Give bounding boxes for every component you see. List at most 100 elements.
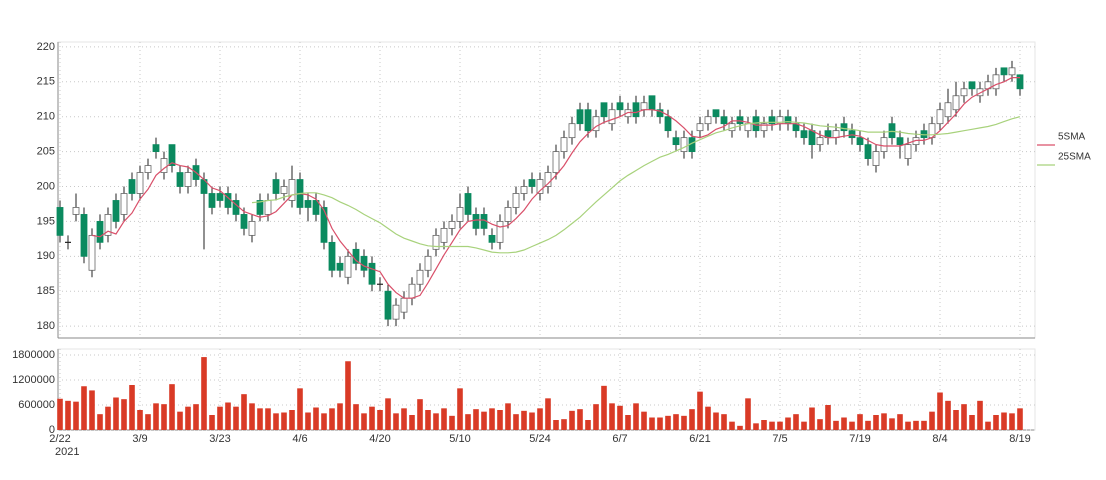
candle-body: [384, 290, 392, 320]
volume-bar: [297, 388, 303, 430]
volume-bar: [625, 415, 631, 430]
volume-bar: [897, 414, 903, 430]
legend-label: 5SMA: [1058, 132, 1086, 143]
volume-bar: [1001, 412, 1007, 430]
candle-body: [328, 241, 336, 271]
candle-body: [392, 304, 400, 320]
volume-bar: [473, 409, 479, 430]
volume-bar: [497, 410, 503, 430]
volume-bar: [921, 420, 927, 430]
candle-body: [952, 95, 960, 111]
candle-body: [712, 109, 720, 118]
volume-bar: [385, 398, 391, 430]
volume-bar: [345, 361, 351, 430]
candle-body: [760, 123, 768, 132]
volume-bar: [513, 414, 519, 430]
volume-bar: [177, 411, 183, 430]
candle-body: [848, 130, 856, 139]
volume-bar: [273, 413, 279, 430]
volume-bar: [825, 405, 831, 430]
candle-body: [104, 214, 112, 236]
candle-body: [544, 172, 552, 187]
x-tick-label: 5/24: [529, 433, 550, 445]
volume-bar: [361, 413, 367, 430]
candle-body: [264, 200, 272, 215]
candle-body: [512, 193, 520, 208]
volume-bar: [289, 410, 295, 430]
volume-bar: [281, 412, 287, 430]
y-tick-label: 185: [37, 285, 55, 297]
candle-body: [832, 130, 840, 139]
candle-body: [472, 214, 480, 229]
volume-bar: [129, 385, 135, 430]
candle-body: [976, 88, 984, 97]
volume-bar: [817, 419, 823, 430]
volume-bar: [121, 399, 127, 430]
candle-body: [600, 102, 608, 118]
candle-body: [168, 144, 176, 166]
candle-body: [616, 102, 624, 111]
candle-body: [120, 193, 128, 215]
volume-bar: [673, 414, 679, 430]
volume-bar: [905, 421, 911, 430]
volume-bar: [481, 411, 487, 430]
candle-body: [432, 234, 440, 250]
volume-bar: [545, 398, 551, 430]
volume-bar: [913, 420, 919, 430]
volume-bar: [841, 417, 847, 430]
volume-bar: [793, 414, 799, 430]
volume-bar: [713, 412, 719, 430]
volume-bar: [169, 384, 175, 430]
volume-bar: [569, 410, 575, 430]
candle-body: [888, 123, 896, 139]
candle-body: [320, 207, 328, 243]
candle-body: [592, 116, 600, 132]
volume-bar: [1009, 413, 1015, 430]
candle-body: [288, 179, 296, 201]
volume-bar: [945, 400, 951, 430]
candle-body: [632, 102, 640, 118]
candle-body: [272, 179, 280, 194]
volume-bar: [113, 397, 119, 430]
volume-bar: [729, 421, 735, 430]
candle-body: [736, 116, 744, 125]
candle-body: [408, 283, 416, 299]
candle-body: [816, 137, 824, 146]
candle-body: [992, 74, 1000, 90]
volume-tick-label: 1200000: [12, 374, 55, 386]
volume-bar: [465, 414, 471, 430]
candle-body: [664, 116, 672, 132]
candle-body: [624, 109, 632, 118]
candle-body: [560, 137, 568, 153]
candle-body: [336, 262, 344, 271]
candle-body: [768, 116, 776, 125]
volume-bar: [745, 398, 751, 430]
volume-bar: [753, 423, 759, 430]
volume-bar: [185, 406, 191, 430]
x-tick-label: 2/22: [49, 433, 70, 445]
volume-tick-label: 600000: [18, 399, 55, 411]
candle-body: [464, 193, 472, 215]
volume-bar: [593, 404, 599, 430]
volume-bar: [377, 410, 383, 430]
volume-bar: [561, 419, 567, 430]
x-tick-label: 8/19: [1009, 433, 1030, 445]
candle-body: [896, 137, 904, 146]
volume-bar: [97, 414, 103, 430]
volume-bar: [369, 406, 375, 430]
volume-bar: [553, 420, 559, 430]
candle-body: [1000, 67, 1008, 76]
volume-bar: [449, 415, 455, 430]
volume-bar: [73, 401, 79, 430]
candle-body: [944, 102, 952, 118]
candle-body: [608, 109, 616, 125]
legend-label: 25SMA: [1058, 152, 1091, 163]
candle-body: [448, 221, 456, 229]
volume-bar: [929, 411, 935, 430]
candle-body: [720, 116, 728, 125]
volume-bar: [433, 413, 439, 430]
candle-body: [1016, 74, 1024, 90]
volume-bar: [801, 421, 807, 430]
candle-body: [840, 123, 848, 132]
